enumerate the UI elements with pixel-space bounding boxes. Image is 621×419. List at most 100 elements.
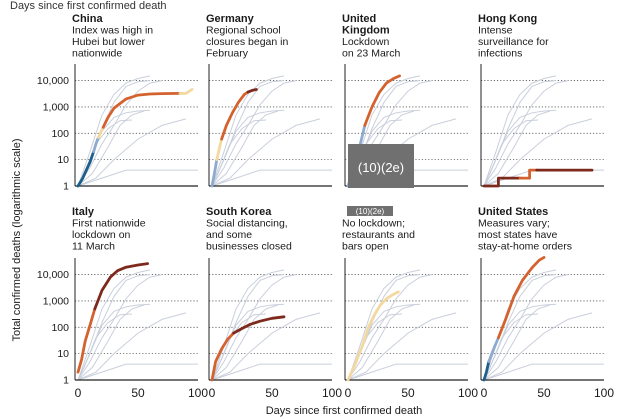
country-series-segment (363, 74, 401, 127)
x-tick-label: 100 (594, 386, 614, 400)
country-series-segment (497, 255, 546, 340)
background-series-line (483, 119, 539, 187)
background-series-line (77, 269, 151, 381)
background-series-line (211, 169, 332, 187)
x-tick-label: 50 (131, 386, 145, 400)
background-series-line (211, 109, 285, 187)
panel-note: Intense surveillance for infections (478, 25, 549, 60)
panel-note: Index was high in Hubei but lower nationwi… (72, 25, 153, 60)
background-series-line (483, 118, 593, 187)
background-series-line (483, 363, 604, 381)
country-series-segment (93, 262, 149, 311)
y-tick-label: 100 (51, 128, 69, 140)
background-series-line (347, 363, 468, 381)
y-tick-label: 10,000 (37, 75, 69, 87)
x-tick-label: 100 (322, 386, 342, 400)
redaction-label-text: (10)(2e) (356, 207, 385, 216)
background-series-line (77, 109, 151, 187)
background-series-line (483, 312, 593, 381)
background-series-line (211, 110, 279, 187)
background-series-line (483, 75, 557, 187)
x-tick-label: 100 (458, 386, 478, 400)
background-series-line (77, 312, 187, 381)
y-tick-label: 100 (51, 322, 69, 334)
x-tick-label: 0 (75, 386, 82, 400)
panel-title: United States (478, 206, 548, 218)
background-series-line (77, 118, 187, 187)
panel-note: No lockdown; restaurants and bars open (342, 218, 415, 253)
background-series-line (347, 312, 457, 381)
panel-note: Measures vary; most states have stay-at-ho… (478, 218, 572, 253)
background-series-line (211, 118, 321, 187)
background-series-line (347, 304, 415, 381)
country-series-segment (92, 136, 100, 154)
y-tick-label: 1 (63, 375, 69, 387)
background-series-line (77, 75, 151, 187)
background-series-line (483, 313, 539, 381)
country-series-segment (178, 88, 194, 95)
panel-note: First nationwide lockdown on 11 March (72, 218, 146, 253)
redaction-label: (10)(2e) (347, 206, 393, 216)
country-series-segment (97, 125, 105, 139)
x-tick-label: 50 (401, 386, 415, 400)
background-series-line (77, 363, 198, 381)
country-series-segment (246, 88, 258, 94)
y-tick-label: 1,000 (43, 295, 69, 307)
country-series-segment (101, 92, 182, 129)
x-tick-label: 0 (481, 386, 488, 400)
chart-header-text: Days since first confirmed death (10, 0, 167, 12)
background-series-line (211, 75, 285, 187)
chart-header: Days since first confirmed death (10, 0, 167, 12)
background-series-line (483, 110, 551, 187)
background-series-line (77, 303, 151, 381)
y-tick-label: 10,000 (37, 269, 69, 281)
background-series-line (211, 312, 321, 381)
background-series-line (77, 304, 145, 381)
x-tick-label: 0 (209, 386, 216, 400)
panel-note: Social distancing, and some businesses clo… (206, 218, 292, 253)
y-tick-label: 10 (57, 348, 69, 360)
panel-unnamed-6: No lockdown; restaurants and bars open 0 50 1… (342, 218, 478, 401)
background-series-line (483, 303, 557, 381)
country-series-segment (482, 360, 491, 382)
background-series-line (347, 303, 421, 381)
background-series-line (211, 363, 332, 381)
y-axis-label: Total confirmed deaths (logarithmic scal… (11, 139, 23, 342)
redaction-box: (10)(2e) (348, 144, 414, 188)
panel-title: Germany (206, 13, 255, 25)
country-series-segment (482, 176, 522, 188)
x-tick-label: 50 (265, 386, 279, 400)
y-tick-label: 1 (63, 181, 69, 193)
y-tick-label: 10 (57, 154, 69, 166)
background-series-line (483, 304, 551, 381)
background-series-line (77, 110, 145, 187)
background-series-line (211, 304, 279, 381)
panel-title: Hong Kong (478, 13, 537, 25)
background-series-line (77, 313, 133, 381)
x-axis-label: Days since first confirmed death (266, 405, 423, 417)
x-tick-label: 100 (188, 386, 208, 400)
background-series-line (483, 109, 557, 187)
country-series-segment (215, 137, 223, 161)
panel-title: China (72, 13, 103, 25)
background-series-line (211, 119, 267, 187)
country-series-segment (346, 290, 400, 382)
background-series-line (347, 269, 421, 381)
country-series-segment (210, 331, 235, 382)
x-tick-label: 0 (345, 386, 352, 400)
panel-title: Italy (72, 206, 95, 218)
country-series-segment (487, 336, 500, 363)
panel-note: Regional school closures began in February (206, 25, 288, 60)
panel-title: South Korea (206, 206, 272, 218)
country-series-segment (76, 307, 97, 374)
country-series-segment (210, 158, 219, 188)
background-series-line (77, 169, 198, 187)
